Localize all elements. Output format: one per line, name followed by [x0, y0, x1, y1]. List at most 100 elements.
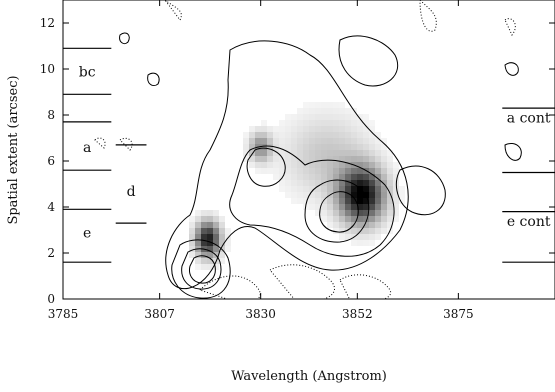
heat-cell — [345, 168, 351, 174]
x-tick-label: 3830 — [245, 307, 276, 321]
heat-cell — [213, 234, 219, 240]
heat-cell — [369, 192, 375, 198]
heat-cell — [189, 228, 195, 234]
heat-cell — [363, 126, 369, 132]
heat-cell — [189, 216, 195, 222]
heat-cell — [309, 180, 315, 186]
heat-cell — [357, 216, 363, 222]
heat-cell — [399, 192, 405, 198]
heat-cell — [351, 180, 357, 186]
heat-cell — [345, 228, 351, 234]
heat-cell — [219, 216, 225, 222]
heat-cell — [333, 180, 339, 186]
heat-cell — [339, 204, 345, 210]
heat-cell — [333, 108, 339, 114]
heat-cell — [339, 168, 345, 174]
heat-cell — [345, 138, 351, 144]
heat-cell — [255, 132, 261, 138]
heat-cell — [321, 150, 327, 156]
heat-cell — [261, 144, 267, 150]
heat-cell — [297, 114, 303, 120]
heat-cell — [207, 228, 213, 234]
heat-cell — [321, 192, 327, 198]
heat-cell — [339, 234, 345, 240]
heat-cell — [285, 126, 291, 132]
heat-cell — [339, 144, 345, 150]
heat-cell — [219, 240, 225, 246]
contour-left-2 — [181, 248, 222, 290]
heat-cell — [351, 114, 357, 120]
heat-cell — [363, 180, 369, 186]
heat-cell — [297, 126, 303, 132]
heat-cell — [315, 150, 321, 156]
heat-cell — [195, 216, 201, 222]
heat-cell — [345, 198, 351, 204]
heat-cell — [207, 240, 213, 246]
heat-cell — [357, 234, 363, 240]
heat-cell — [333, 102, 339, 108]
heat-cell — [357, 240, 363, 246]
heat-cell — [363, 144, 369, 150]
heat-cell — [261, 156, 267, 162]
heat-cell — [345, 222, 351, 228]
heat-cell — [387, 216, 393, 222]
y-tick-label: 2 — [47, 246, 55, 260]
heat-cell — [393, 162, 399, 168]
heat-cell — [255, 150, 261, 156]
heat-cell — [285, 132, 291, 138]
heat-cell — [333, 162, 339, 168]
heat-cell — [267, 162, 273, 168]
heat-cell — [381, 228, 387, 234]
heat-cell — [381, 180, 387, 186]
heat-cell — [387, 180, 393, 186]
heat-cell — [321, 120, 327, 126]
heat-cell — [357, 150, 363, 156]
heat-cell — [297, 108, 303, 114]
heat-cell — [321, 108, 327, 114]
heat-cell — [321, 186, 327, 192]
heat-cell — [375, 234, 381, 240]
x-tick-label: 3807 — [144, 307, 175, 321]
heat-cell — [219, 258, 225, 264]
heat-cell — [195, 258, 201, 264]
heat-cell — [381, 192, 387, 198]
heat-cell — [219, 222, 225, 228]
heat-cell — [201, 252, 207, 258]
heat-cell — [279, 168, 285, 174]
heat-cell — [327, 222, 333, 228]
heat-cell — [357, 210, 363, 216]
heat-cell — [363, 150, 369, 156]
heat-cell — [381, 222, 387, 228]
heat-cell — [315, 120, 321, 126]
contour-small-4 — [504, 143, 522, 161]
heat-cell — [285, 192, 291, 198]
heat-cell — [213, 246, 219, 252]
heat-cell — [309, 120, 315, 126]
heat-cell — [333, 228, 339, 234]
heat-cell — [363, 210, 369, 216]
heat-cell — [351, 216, 357, 222]
heat-cell — [363, 228, 369, 234]
heat-cell — [321, 210, 327, 216]
heat-cell — [303, 156, 309, 162]
heat-cell — [393, 168, 399, 174]
heat-cell — [315, 198, 321, 204]
heat-cell — [285, 114, 291, 120]
heat-cell — [249, 132, 255, 138]
heat-cell — [375, 210, 381, 216]
heat-cell — [309, 192, 315, 198]
heat-cell — [261, 138, 267, 144]
heat-cell — [279, 174, 285, 180]
heat-cell — [213, 228, 219, 234]
heat-cell — [327, 204, 333, 210]
heat-cell — [309, 204, 315, 210]
heat-cell — [279, 186, 285, 192]
heat-cell — [273, 150, 279, 156]
heat-cell — [243, 132, 249, 138]
heat-cell — [333, 222, 339, 228]
heat-cell — [297, 192, 303, 198]
heat-cell — [345, 156, 351, 162]
heat-cell — [285, 174, 291, 180]
heat-cell — [201, 264, 207, 270]
heat-cell — [303, 186, 309, 192]
